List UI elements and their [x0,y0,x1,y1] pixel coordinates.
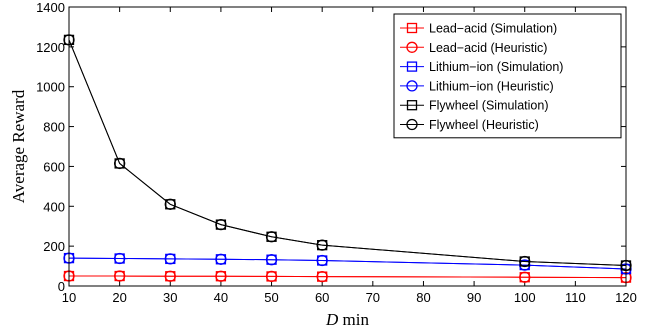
series-line [68,39,627,266]
data-point-circle [164,253,176,265]
data-point-circle [265,231,278,243]
y-tick-label: 1200 [36,40,65,55]
legend-box [393,13,622,139]
y-tick-label: 200 [43,239,65,254]
data-point-circle [215,218,227,231]
legend-label: Flywheel (Heuristic) [429,118,539,132]
y-axis-label: Average Reward [9,89,28,203]
legend: Lead−acid (Simulation) Lead−acid (Heurist… [393,13,622,139]
x-tick-label: 80 [416,290,430,305]
x-tick-label: 70 [366,290,380,305]
series-3 [63,252,632,275]
data-point-circle [113,252,126,265]
x-tick-label: 10 [62,290,76,305]
y-tick-label: 0 [58,279,65,294]
legend-marker-circle [406,41,418,53]
data-point-circle [265,254,278,266]
plot-frame [68,6,627,287]
data-point-circle [316,254,328,267]
legend-label: Lithium−ion (Simulation) [429,60,563,74]
legend-label: Lead−acid (Heuristic) [429,41,547,55]
x-tick-label: 40 [214,290,228,305]
legend-item: Lithium−ion (Simulation) [400,60,563,74]
x-tick-label: 50 [264,290,278,305]
x-tick-label: 20 [112,290,126,305]
data-point-circle [215,253,227,265]
series-line [68,257,627,270]
legend-label: Lithium−ion (Heuristic) [429,79,554,93]
series-1 [63,270,632,284]
legend-marker-circle [406,80,418,92]
y-tick-label: 800 [43,120,65,135]
x-axis-label-italic: D [325,310,339,329]
y-tick-label: 600 [43,159,65,174]
x-tick-label: 60 [315,290,329,305]
x-tick-label: 30 [163,290,177,305]
legend-item: Lithium−ion (Heuristic) [400,79,554,93]
data-point-circle [316,270,328,283]
legend-item: Flywheel (Simulation) [400,99,548,113]
x-axis-label: D min [325,310,369,329]
data-point-circle [265,270,278,283]
data-point-circle [519,271,531,283]
legend-item: Lead−acid (Simulation) [400,22,557,36]
data-point-circle [164,198,176,210]
x-tick-label: 120 [615,290,637,305]
legend-item: Flywheel (Heuristic) [400,118,539,132]
legend-item: Lead−acid (Heuristic) [400,41,547,55]
legend-marker-circle [406,118,418,131]
y-tick-labels: 0 200 400 600 800 1000 1200 1400 [36,0,65,294]
data-point-circle [113,157,126,170]
data-point-circle [215,270,227,282]
x-tick-label: 110 [565,290,586,305]
series-line [69,275,627,279]
data-point-circle [519,255,531,268]
data-point-circle [113,270,126,282]
x-axis-label-rest: min [338,310,369,329]
series-line [68,257,627,270]
y-tick-label: 400 [43,199,65,214]
legend-label: Flywheel (Simulation) [429,99,548,113]
legend-label: Lead−acid (Simulation) [429,22,557,36]
data-point-circle [316,239,328,251]
x-tick-labels: 10 20 30 40 50 60 70 80 90 100 110 120 [62,290,637,305]
data-point-circle [164,270,176,282]
legend-marker-square [406,100,418,111]
y-tick-label: 1400 [36,0,65,15]
x-tick-label: 100 [514,290,536,305]
series-2 [63,252,632,275]
x-tick-label: 90 [467,290,481,305]
y-tick-label: 1000 [36,80,65,95]
legend-marker-square [406,22,418,34]
legend-marker-square [406,61,418,72]
